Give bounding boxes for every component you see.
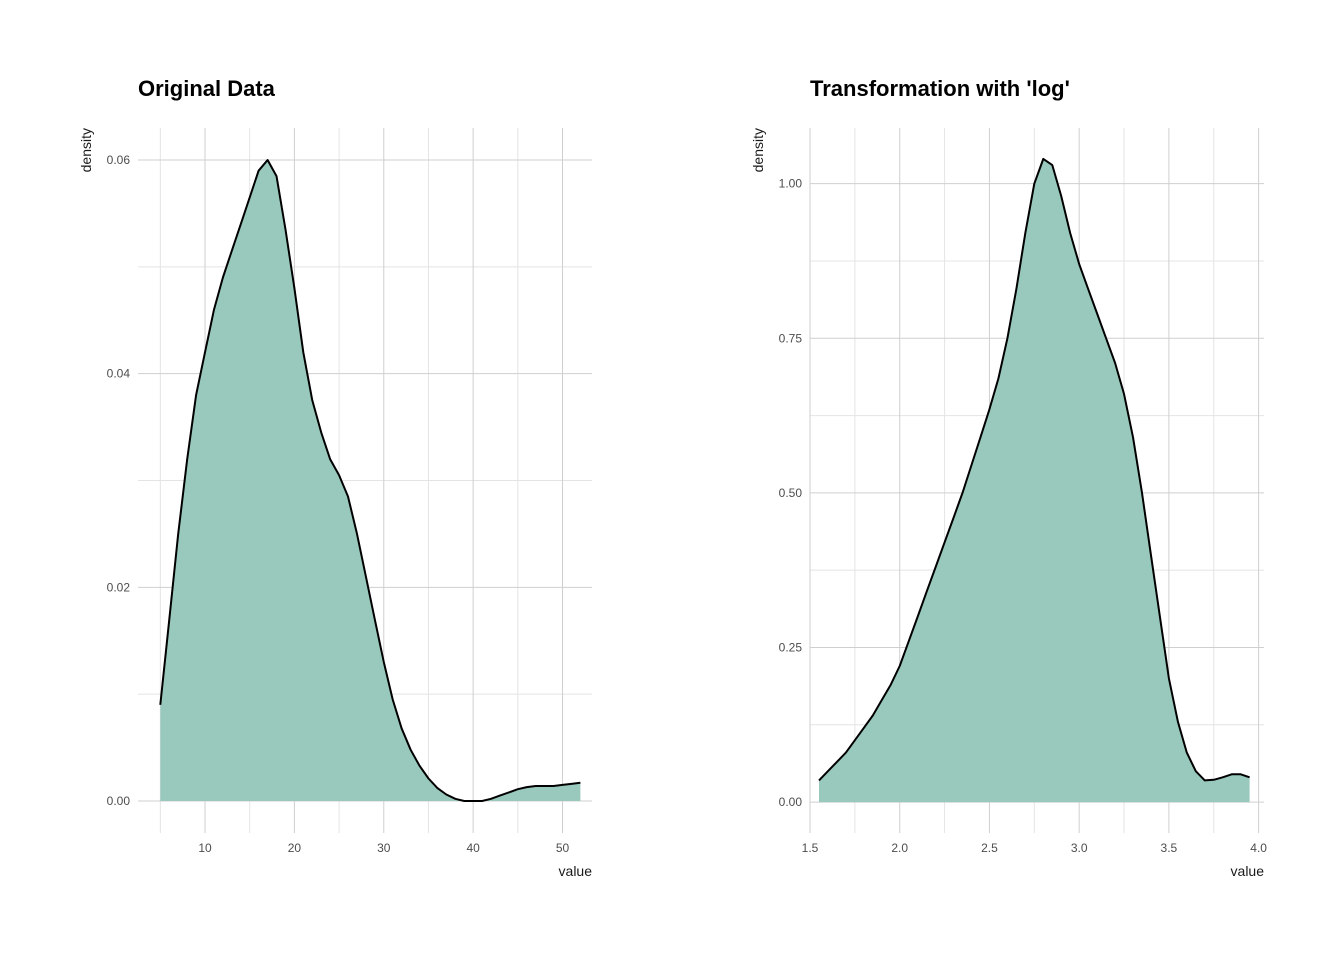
y-tick-label: 0.50 xyxy=(779,486,803,500)
y-axis-label: density xyxy=(750,128,766,172)
x-tick-label: 1.5 xyxy=(802,841,819,855)
density-curve xyxy=(159,159,581,802)
chart-title: Transformation with 'log' xyxy=(810,76,1070,101)
chart-panel-2: 0.00 0.25 0.50 0.75 1.00 1.5 2.0 2.5 3.0 3.5 4.0 Tr… xyxy=(750,76,1267,879)
chart-panel-1: 0.00 0.02 0.04 0.06 10 20 30 40 50 Original Data v… xyxy=(78,76,592,879)
chart-title: Original Data xyxy=(138,76,276,101)
y-tick-label: 0.25 xyxy=(779,640,803,654)
density-area xyxy=(160,160,581,801)
x-tick-label: 2.0 xyxy=(891,841,908,855)
density-curve xyxy=(818,157,1250,782)
x-axis-label: value xyxy=(1231,863,1265,879)
x-tick-label: 2.5 xyxy=(981,841,998,855)
x-axis-label: value xyxy=(559,863,593,879)
y-tick-label: 0.00 xyxy=(107,794,131,808)
y-axis-label: density xyxy=(78,128,94,172)
y-tick-label: 0.75 xyxy=(779,331,803,345)
density-area xyxy=(819,158,1250,803)
x-tick-label: 10 xyxy=(198,841,212,855)
x-tick-label: 4.0 xyxy=(1250,841,1267,855)
x-tick-label: 3.0 xyxy=(1071,841,1088,855)
x-tick-label: 20 xyxy=(288,841,302,855)
y-tick-label: 1.00 xyxy=(779,177,803,191)
x-tick-label: 30 xyxy=(377,841,391,855)
y-tick-label: 0.00 xyxy=(779,795,803,809)
y-tick-label: 0.02 xyxy=(107,580,131,594)
x-tick-label: 40 xyxy=(466,841,480,855)
x-tick-label: 3.5 xyxy=(1161,841,1178,855)
x-tick-label: 50 xyxy=(556,841,570,855)
y-tick-label: 0.06 xyxy=(107,153,131,167)
y-tick-label: 0.04 xyxy=(107,367,131,381)
